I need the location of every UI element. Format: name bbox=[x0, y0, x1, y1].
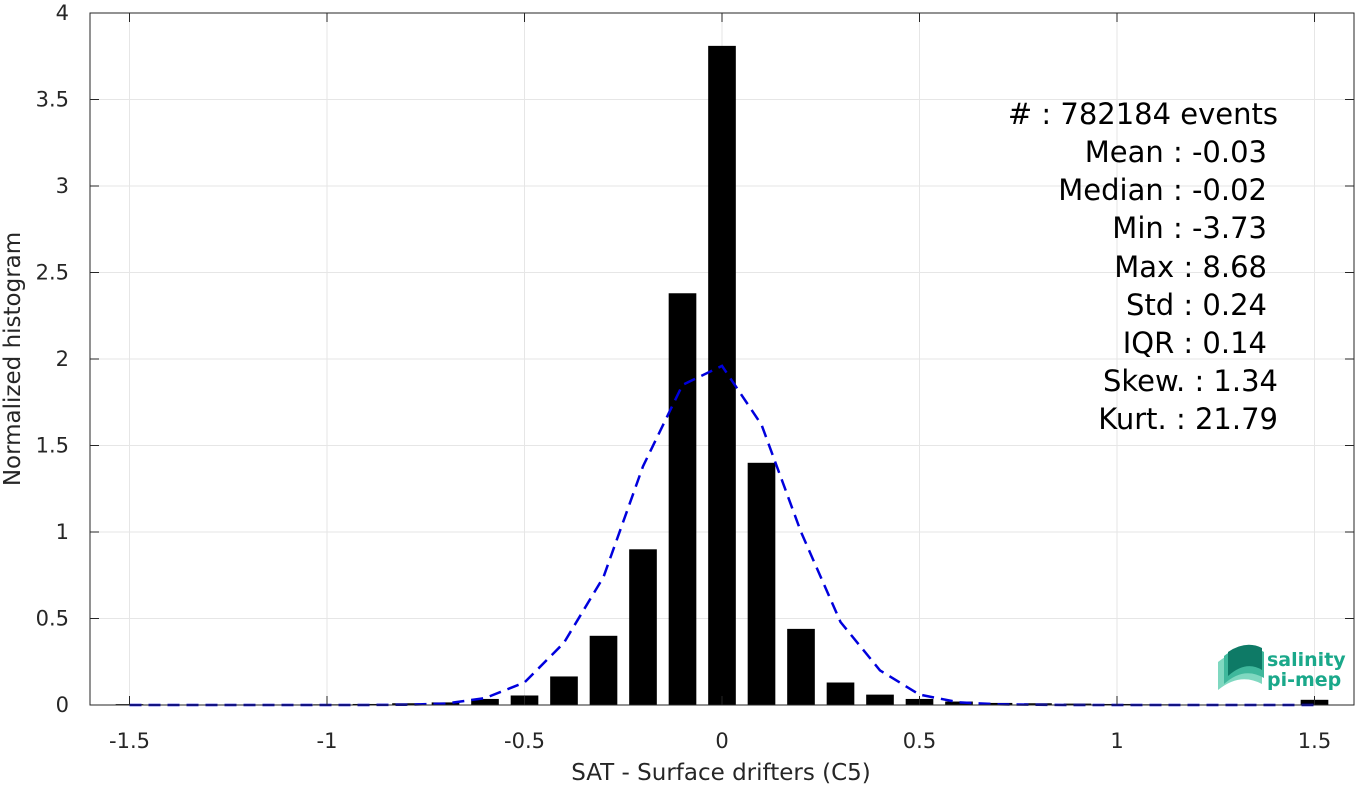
stats-events: # : 782184 events bbox=[1008, 97, 1278, 131]
x-axis-label: SAT - Surface drifters (C5) bbox=[571, 760, 871, 785]
histogram-bar bbox=[629, 549, 657, 705]
x-tick-label: -0.5 bbox=[504, 729, 545, 753]
histogram-bars bbox=[115, 45, 1329, 706]
x-tick-label: -1.5 bbox=[109, 729, 150, 753]
x-tick-label: -1 bbox=[317, 729, 338, 753]
y-tick-label: 0.5 bbox=[36, 607, 69, 631]
y-tick-label: 1.5 bbox=[36, 434, 69, 458]
y-tick-label: 0 bbox=[56, 693, 69, 717]
histogram-bar bbox=[747, 462, 776, 705]
x-tick-label: 0.5 bbox=[903, 729, 936, 753]
stats-max: Max : 8.68 bbox=[1114, 250, 1267, 284]
y-axis-label: Normalized histogram bbox=[0, 232, 26, 486]
y-tick-label: 3 bbox=[56, 174, 69, 198]
stats-mean: Mean : -0.03 bbox=[1085, 135, 1267, 169]
axes bbox=[89, 12, 1355, 706]
stats-kurt: Kurt. : 21.79 bbox=[1098, 402, 1278, 436]
stats-median: Median : -0.02 bbox=[1058, 173, 1267, 207]
stats-std: Std : 0.24 bbox=[1126, 288, 1267, 322]
logo-line2: pi-mep bbox=[1267, 669, 1341, 691]
y-tick-label: 2.5 bbox=[36, 261, 69, 285]
logo-line1: salinity bbox=[1267, 649, 1346, 671]
histogram-bar bbox=[866, 694, 894, 705]
logo-wave-icon bbox=[1218, 644, 1264, 690]
x-tick-label: 0 bbox=[715, 729, 728, 753]
x-tick-label: 1.5 bbox=[1298, 729, 1331, 753]
stats-min: Min : -3.73 bbox=[1112, 211, 1267, 245]
histogram-bar bbox=[787, 628, 815, 705]
histogram-bar bbox=[668, 293, 697, 705]
y-tick-label: 3.5 bbox=[36, 88, 69, 112]
histogram-bar bbox=[708, 45, 736, 706]
tick-labels: -1.5 -1 -0.5 0 0.5 1 1.5 0 0.5 1 1.5 2 2.5 3 3.5 4 bbox=[36, 1, 1332, 753]
salinity-pimep-logo: salinity pi-mep bbox=[1218, 644, 1346, 691]
stats-annotation: # : 782184 events Mean : -0.03 Median : … bbox=[1008, 97, 1278, 436]
histogram-bar bbox=[826, 682, 855, 705]
y-tick-label: 1 bbox=[56, 520, 69, 544]
histogram-bar bbox=[431, 702, 460, 705]
y-tick-label: 4 bbox=[56, 1, 69, 25]
histogram-bar bbox=[550, 676, 578, 705]
histogram-bar bbox=[471, 698, 499, 705]
stats-skew: Skew. : 1.34 bbox=[1103, 364, 1278, 398]
histogram-bar bbox=[589, 635, 618, 705]
x-tick-label: 1 bbox=[1110, 729, 1123, 753]
y-tick-label: 2 bbox=[56, 347, 69, 371]
stats-iqr: IQR : 0.14 bbox=[1123, 326, 1267, 360]
histogram-bar bbox=[945, 701, 973, 705]
